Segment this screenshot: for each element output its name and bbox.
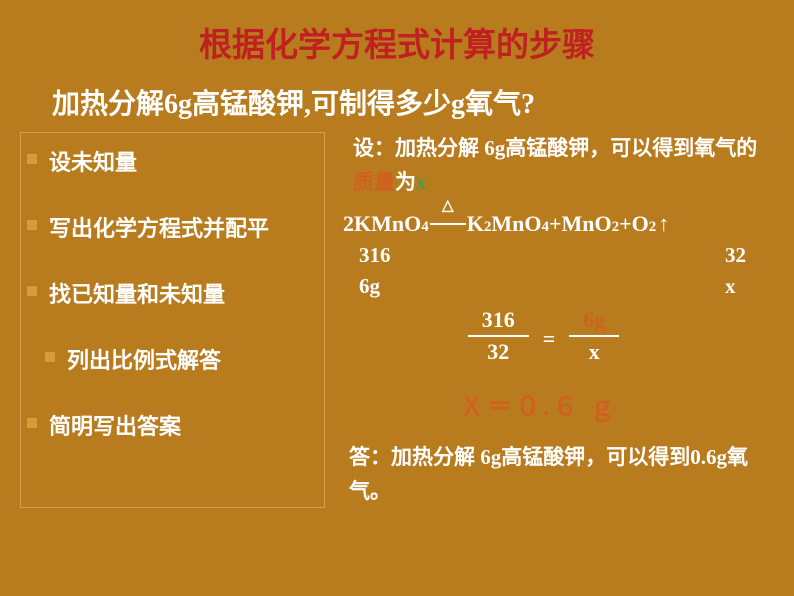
denominator: 32 — [473, 337, 523, 365]
assumption-mid: 为 — [395, 170, 416, 194]
molar-mass-1: 316 — [359, 243, 725, 268]
equals-sign: = — [543, 320, 556, 352]
bullet-icon — [27, 418, 37, 428]
solution-panel: 设：加热分解 6g高锰酸钾，可以得到氧气的质量为x 2KMnO4 △ K2MnO… — [325, 132, 774, 508]
molar-mass-2: 32 — [725, 243, 746, 268]
product1-mid: MnO — [491, 211, 541, 237]
subscript: 4 — [421, 219, 429, 236]
plus: +O — [619, 211, 649, 237]
bullet-icon — [27, 220, 37, 230]
content-area: 设未知量 写出化学方程式并配平 找已知量和未知量 列出比例式解答 简明写出答案 … — [0, 132, 794, 508]
step-item: 列出比例式解答 — [27, 343, 318, 375]
given-mass-2: x — [725, 274, 736, 299]
assumption-text: 设：加热分解 6g高锰酸钾，可以得到氧气的质量为x — [343, 132, 774, 199]
subscript: 4 — [541, 219, 549, 236]
result-value: Ｘ＝０.６ ｇ — [343, 387, 774, 423]
bullet-icon — [27, 286, 37, 296]
step-item: 简明写出答案 — [27, 409, 318, 441]
step-text: 列出比例式解答 — [67, 343, 221, 375]
step-text: 找已知量和未知量 — [49, 277, 225, 309]
bullet-icon — [27, 154, 37, 164]
assumption-var: x — [416, 170, 427, 194]
molar-mass-row: 316 32 — [343, 243, 774, 268]
gas-arrow-icon: ↑ — [658, 211, 669, 237]
step-text: 简明写出答案 — [49, 409, 181, 441]
assumption-highlight: 质量 — [353, 170, 395, 194]
step-text: 写出化学方程式并配平 — [49, 211, 269, 243]
arrow-line — [430, 223, 466, 225]
chemical-equation: 2KMnO4 △ K2MnO4+MnO2 +O2↑ — [343, 211, 774, 237]
product1: K — [467, 211, 484, 237]
proportion-equation: 316 32 = 6g x — [343, 307, 774, 365]
answer-text: 答：加热分解 6g高锰酸钾，可以得到0.6g氧气。 — [343, 441, 774, 508]
slide-title: 根据化学方程式计算的步骤 — [0, 0, 794, 76]
assumption-prefix: 设：加热分解 6g高锰酸钾，可以得到氧气的 — [353, 136, 757, 160]
step-text: 设未知量 — [49, 145, 137, 177]
subscript: 2 — [612, 219, 620, 236]
bullet-icon — [45, 352, 55, 362]
slide-question: 加热分解6g高锰酸钾,可制得多少g氧气? — [0, 76, 794, 132]
numerator: 6g — [569, 307, 619, 335]
numerator: 316 — [468, 307, 529, 335]
fraction-left: 316 32 — [468, 307, 529, 365]
subscript: 2 — [484, 219, 492, 236]
delta-symbol: △ — [442, 196, 454, 215]
reactant: 2KMnO — [343, 211, 421, 237]
given-mass-row: 6g x — [343, 274, 774, 299]
step-item: 设未知量 — [27, 145, 318, 177]
plus: +MnO — [549, 211, 612, 237]
step-item: 找已知量和未知量 — [27, 277, 318, 309]
reaction-arrow: △ — [429, 211, 467, 237]
subscript: 2 — [649, 219, 657, 236]
given-mass-1: 6g — [359, 274, 725, 299]
fraction-right: 6g x — [569, 307, 619, 365]
denominator: x — [575, 337, 614, 365]
step-item: 写出化学方程式并配平 — [27, 211, 318, 243]
steps-panel: 设未知量 写出化学方程式并配平 找已知量和未知量 列出比例式解答 简明写出答案 — [20, 132, 325, 508]
